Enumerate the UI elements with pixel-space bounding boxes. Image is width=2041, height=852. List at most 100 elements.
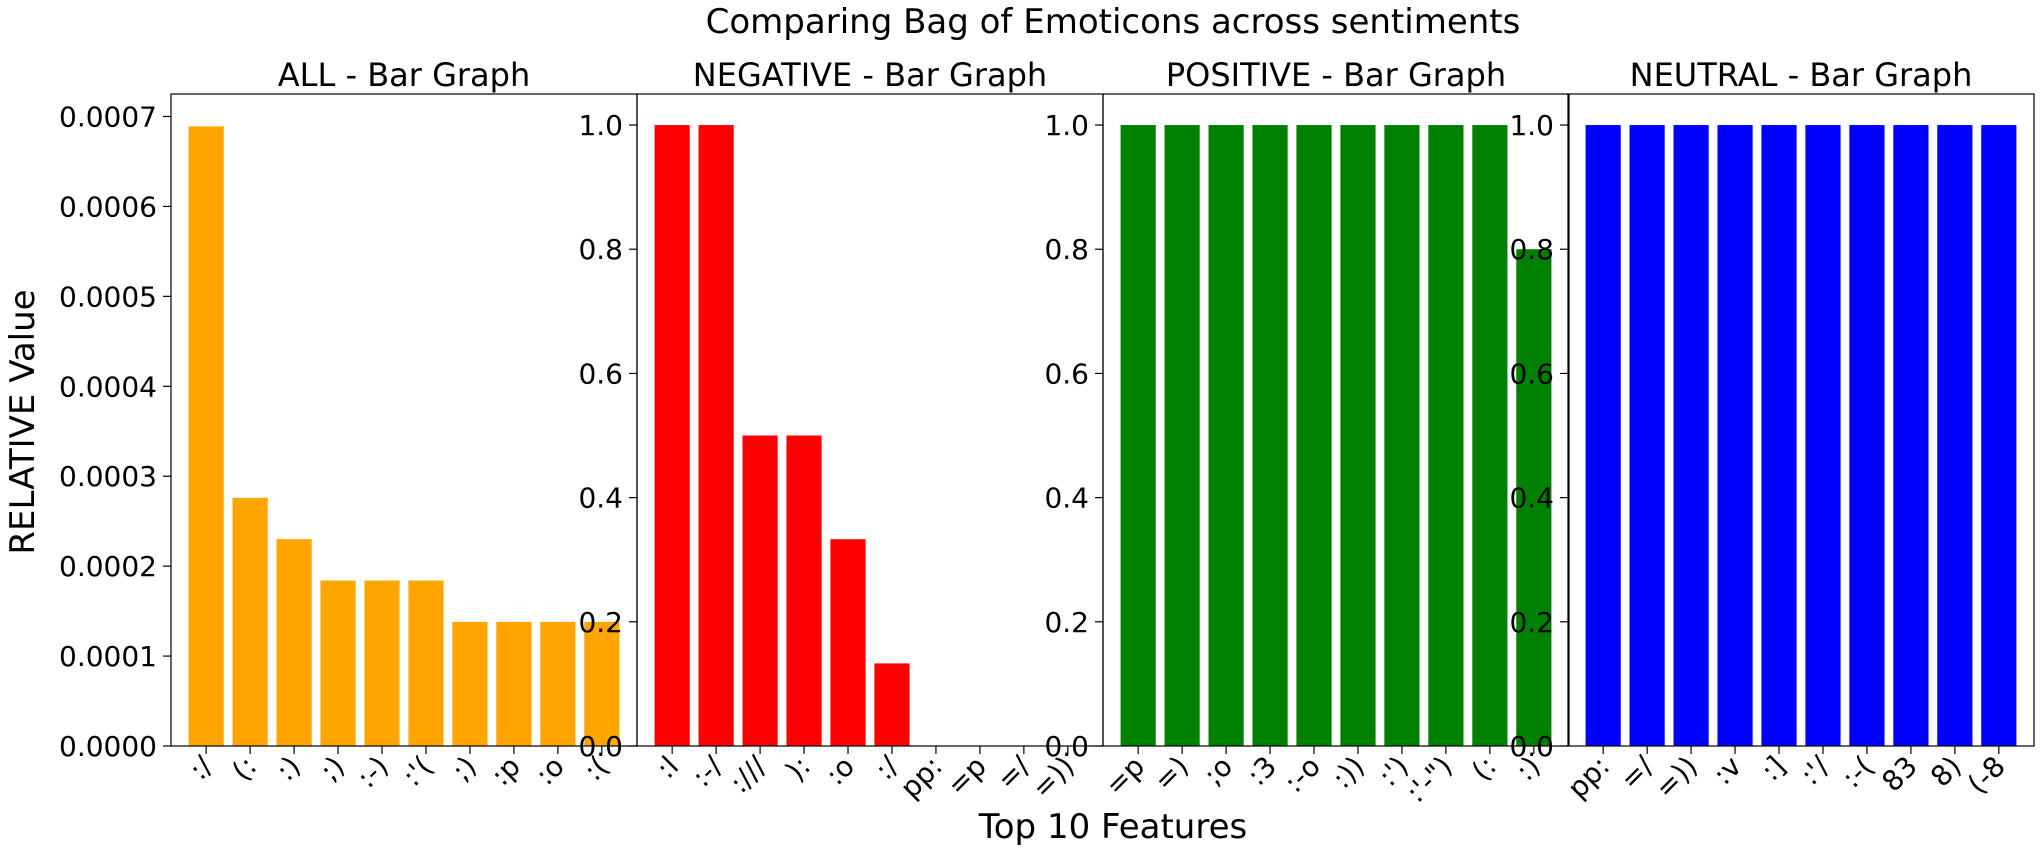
bar-3-5 [1805, 125, 1841, 747]
axes-frame-3 [1567, 93, 2035, 747]
x-tick-label-2-0: =p [1099, 750, 1151, 802]
bar-1-0 [654, 125, 690, 747]
bar-2-4 [1296, 125, 1332, 747]
bar-3-7 [1893, 125, 1929, 747]
y-tick-label-0-7: 0.0007 [59, 100, 157, 133]
x-tick-label-3-4: :] [1754, 750, 1792, 788]
x-tick-label-3-1: =/ [1613, 749, 1660, 796]
x-tick-label-3-3: :v [1706, 750, 1748, 792]
bar-0-0 [188, 126, 224, 746]
x-tick-label-1-7: =p [940, 750, 992, 802]
bar-1-5 [874, 663, 910, 746]
bar-2-7 [1428, 125, 1464, 747]
x-tick-label-0-4: :-) [350, 750, 395, 795]
x-tick-label-1-0: :l [650, 750, 686, 786]
x-tick-label-0-2: :) [269, 750, 307, 788]
y-tick-label-0-1: 0.0001 [59, 640, 157, 673]
bar-3-6 [1849, 125, 1885, 747]
x-tick-label-3-0: pp: [1561, 750, 1616, 805]
y-tick-label-3-1: 0.2 [1509, 606, 1554, 639]
bar-3-1 [1629, 125, 1665, 747]
bar-3-2 [1673, 125, 1709, 747]
panel-title-1: NEGATIVE - Bar Graph [693, 56, 1047, 94]
bar-3-9 [1981, 125, 2017, 747]
x-tick-label-1-1: :-/ [685, 749, 729, 793]
panel-1: 0.00.20.40.60.81.0:l:-/:///)::o:/pp:=p=/… [578, 56, 1104, 805]
bar-0-6 [452, 621, 488, 746]
x-tick-label-0-7: :p [484, 750, 527, 793]
y-tick-label-1-0: 0.0 [578, 730, 623, 763]
y-axis-label: RELATIVE Value [3, 289, 43, 554]
x-tick-label-2-3: :3 [1240, 750, 1283, 793]
y-tick-label-3-5: 1.0 [1509, 109, 1554, 142]
bar-2-2 [1208, 125, 1244, 747]
x-tick-label-2-5: :)) [1325, 750, 1370, 795]
x-tick-label-3-7: 83 [1875, 750, 1924, 799]
x-tick-label-2-8: (: [1465, 750, 1503, 788]
y-tick-label-0-3: 0.0003 [59, 460, 157, 493]
bar-2-8 [1472, 125, 1508, 747]
y-tick-label-2-4: 0.8 [1044, 233, 1089, 266]
x-tick-label-2-1: =) [1147, 750, 1195, 798]
x-tick-label-2-4: :-o [1277, 750, 1327, 800]
y-tick-label-1-3: 0.6 [578, 357, 623, 390]
bar-2-3 [1252, 125, 1288, 747]
x-tick-label-0-0: :/ [182, 749, 219, 786]
panel-0: 0.00000.00010.00020.00030.00040.00050.00… [59, 56, 638, 795]
x-tick-label-0-8: :o [529, 750, 571, 792]
bar-3-3 [1717, 125, 1753, 747]
bar-0-5 [408, 580, 444, 746]
y-tick-label-1-1: 0.2 [578, 606, 623, 639]
bar-3-8 [1937, 125, 1973, 747]
x-tick-label-3-2: =)) [1649, 750, 1704, 805]
y-tick-label-1-4: 0.8 [578, 233, 623, 266]
bar-0-8 [540, 621, 576, 746]
bar-0-4 [364, 580, 400, 746]
bar-0-3 [320, 580, 356, 746]
x-tick-label-2-2: ;o [1197, 750, 1239, 792]
y-tick-label-0-0: 0.0000 [59, 730, 157, 763]
panel-title-2: POSITIVE - Bar Graph [1166, 56, 1506, 94]
y-tick-label-2-3: 0.6 [1044, 357, 1089, 390]
y-tick-label-1-2: 0.4 [578, 482, 623, 515]
y-tick-label-3-3: 0.6 [1509, 357, 1554, 390]
x-tick-label-3-8: 8) [1924, 750, 1968, 794]
x-tick-label-0-5: :'( [396, 750, 439, 793]
bar-3-4 [1761, 125, 1797, 747]
x-axis-label: Top 10 Features [978, 807, 1247, 847]
bar-2-5 [1340, 125, 1376, 747]
y-tick-label-2-2: 0.4 [1044, 482, 1089, 515]
y-tick-label-3-4: 0.8 [1509, 233, 1554, 266]
y-tick-label-3-2: 0.4 [1509, 482, 1554, 515]
bar-2-6 [1384, 125, 1420, 747]
x-tick-label-0-1: (: [225, 750, 263, 788]
bar-0-7 [496, 621, 532, 746]
bar-3-0 [1585, 125, 1621, 747]
y-tick-label-0-2: 0.0002 [59, 550, 157, 583]
x-tick-label-3-9: (-8 [1961, 750, 2012, 801]
x-tick-label-1-8: =/ [990, 749, 1037, 796]
y-tick-label-2-1: 0.2 [1044, 606, 1089, 639]
x-tick-label-1-3: ): [779, 750, 817, 788]
bar-2-0 [1120, 125, 1156, 747]
bar-2-9 [1516, 249, 1552, 747]
bar-1-2 [742, 435, 778, 746]
bar-1-3 [786, 435, 822, 746]
bar-1-4 [830, 539, 866, 746]
panel-title-0: ALL - Bar Graph [278, 56, 530, 94]
y-tick-label-0-4: 0.0004 [59, 370, 157, 403]
x-tick-label-3-6: :-( [1835, 750, 1880, 795]
y-tick-label-3-0: 0.0 [1509, 730, 1554, 763]
y-tick-label-2-0: 0.0 [1044, 730, 1089, 763]
x-tick-label-0-6: ;) [445, 750, 483, 788]
bar-0-2 [276, 539, 312, 746]
y-tick-label-1-5: 1.0 [578, 109, 623, 142]
axes-frame-2 [1102, 93, 1570, 747]
y-tick-label-2-5: 1.0 [1044, 109, 1089, 142]
x-tick-label-2-7: :'-") [1399, 750, 1458, 809]
x-tick-label-0-3: ;) [313, 750, 351, 788]
y-tick-label-0-6: 0.0006 [59, 190, 157, 223]
x-tick-label-1-4: :o [819, 750, 861, 792]
